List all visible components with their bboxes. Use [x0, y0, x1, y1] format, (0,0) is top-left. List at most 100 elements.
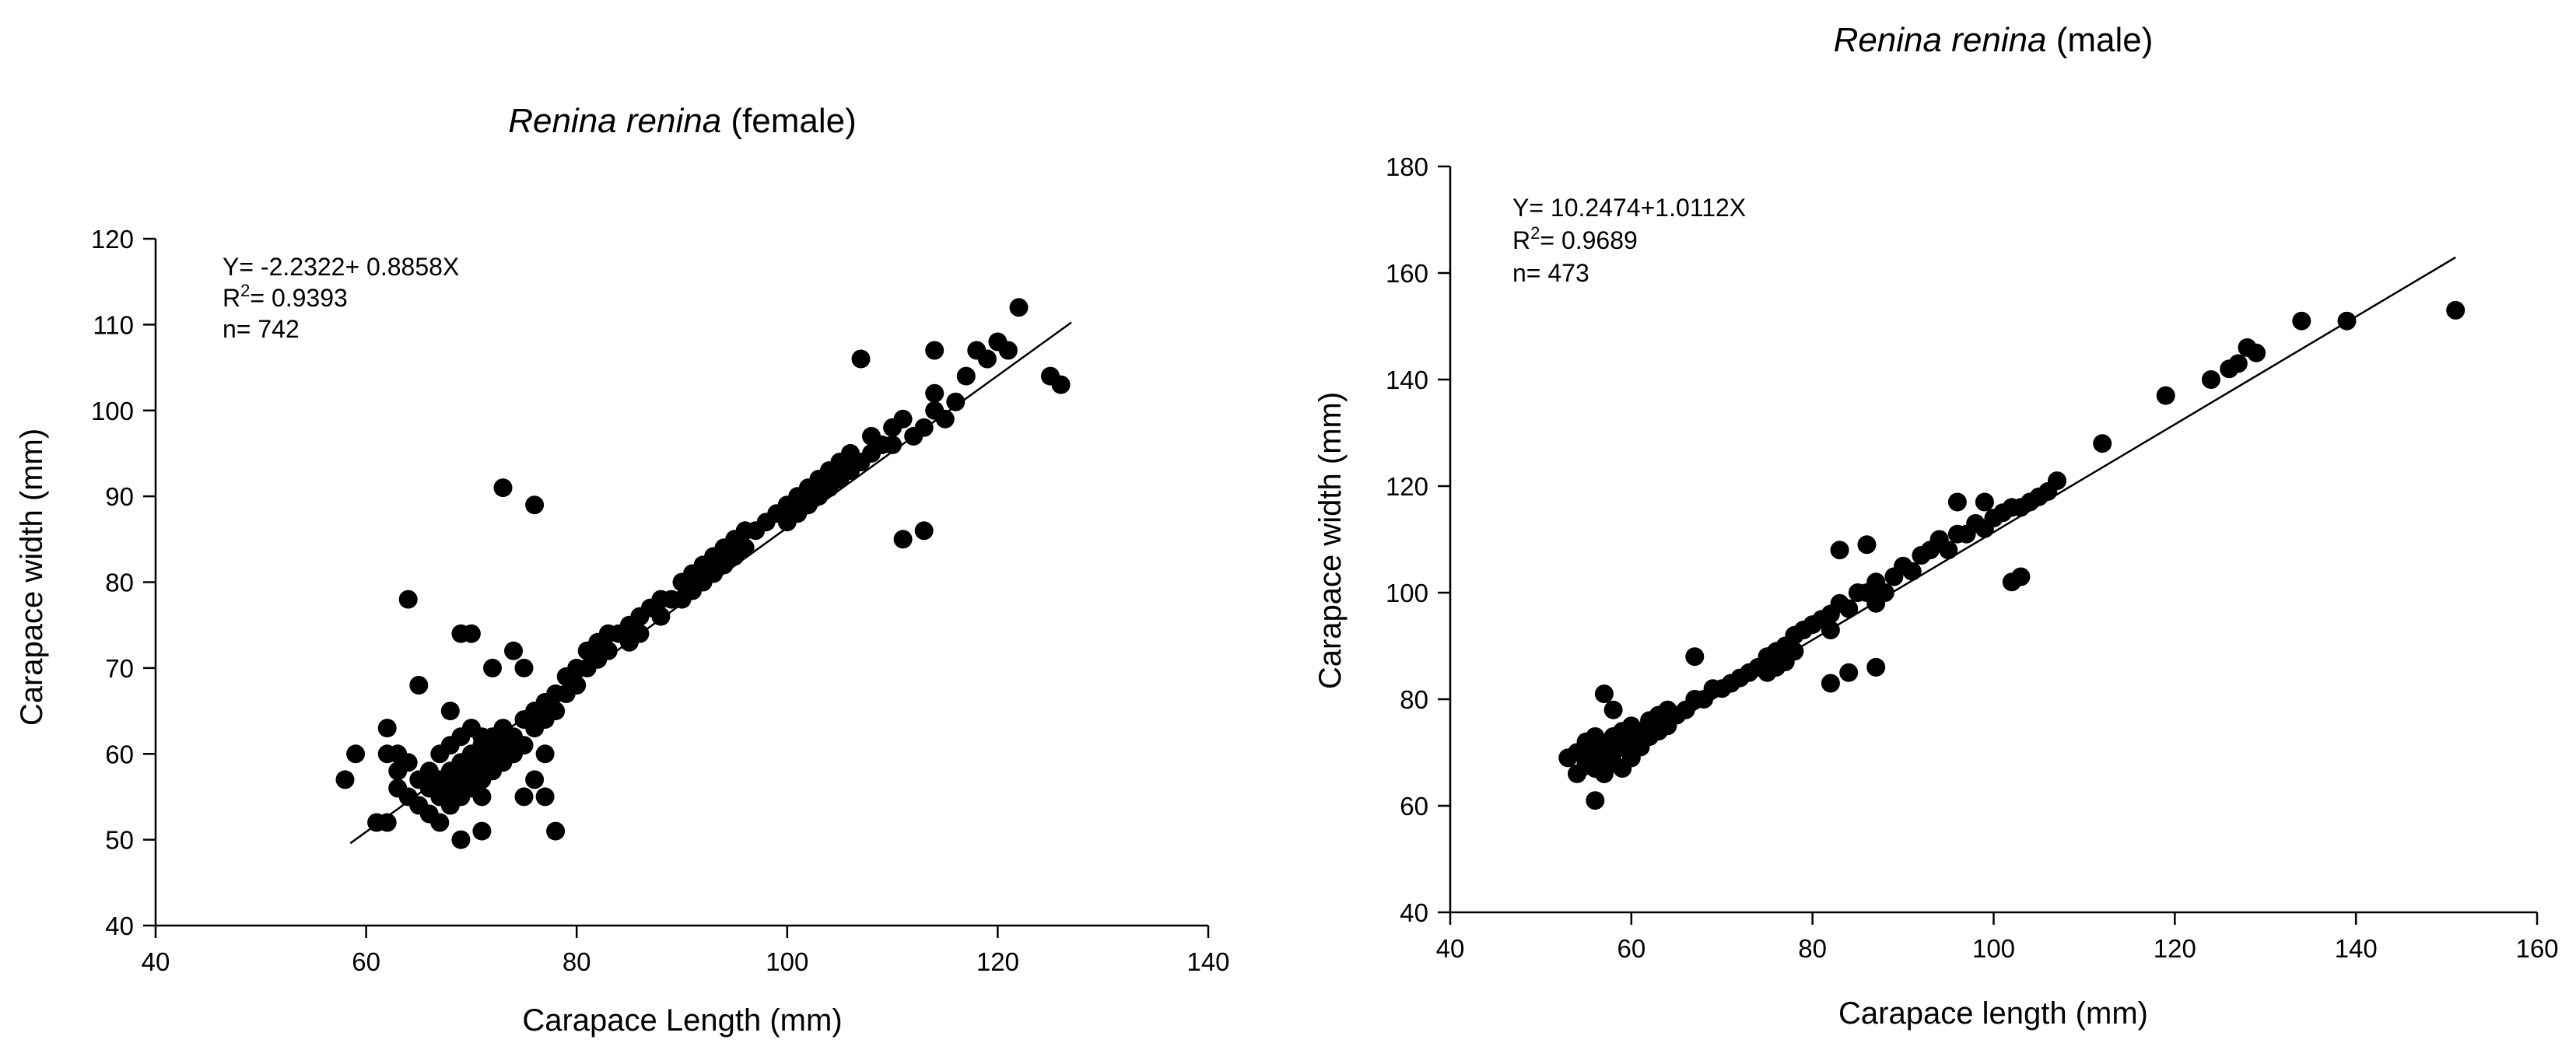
chart-female: Renina renina (female) Y= -2.2322+ 0.885… — [15, 102, 1230, 1038]
x-tick-label: 100 — [766, 947, 808, 976]
data-point — [388, 744, 408, 764]
data-point — [461, 624, 481, 643]
x-tick-label: 40 — [142, 947, 170, 976]
chart-female-n: n= 742 — [223, 315, 300, 343]
y-tick-label: 100 — [91, 397, 134, 425]
chart-male-title: Renina renina (male) — [1834, 21, 2154, 59]
x-tick-label: 80 — [563, 947, 591, 976]
data-point — [377, 719, 397, 738]
chart-male: Renina renina (male) Y= 10.2474+1.0112X … — [1313, 21, 2559, 1031]
y-tick-label: 90 — [105, 482, 134, 511]
data-point — [430, 813, 450, 832]
data-point — [1603, 700, 1623, 719]
data-point — [893, 409, 913, 429]
y-tick-label: 60 — [1400, 792, 1428, 821]
y-tick-label: 140 — [1386, 366, 1428, 394]
y-tick-label: 110 — [93, 310, 134, 339]
data-point — [546, 702, 566, 721]
data-point — [525, 495, 545, 515]
data-point — [2201, 370, 2220, 389]
data-point — [535, 744, 555, 764]
data-point — [1839, 663, 1859, 682]
chart-male-n: n= 473 — [1512, 259, 1589, 287]
regression-line — [1576, 256, 2456, 781]
chart-male-r-squared: R2= 0.9689 — [1512, 223, 1638, 254]
data-point — [2156, 386, 2175, 405]
data-point — [1051, 375, 1071, 394]
data-point — [1857, 535, 1877, 555]
chart-male-equation: Y= 10.2474+1.0112X — [1512, 194, 1746, 222]
data-point — [925, 383, 945, 403]
data-point — [567, 676, 587, 695]
x-tick-label: 60 — [352, 947, 380, 976]
data-point — [1839, 599, 1859, 618]
data-point — [1866, 593, 1886, 613]
data-point — [483, 658, 502, 677]
data-point — [1975, 492, 1994, 512]
chart-female-equation: Y= -2.2322+ 0.8858X — [223, 253, 459, 281]
x-tick-label: 120 — [976, 947, 1019, 976]
regression-line — [349, 321, 1072, 845]
y-tick-label: 70 — [105, 654, 134, 683]
data-point — [377, 813, 397, 832]
data-point — [514, 736, 534, 755]
chart-female-xlabel: Carapace Length (mm) — [522, 1003, 842, 1038]
chart-female-title: Renina renina (female) — [508, 102, 857, 140]
data-point — [514, 787, 534, 807]
data-point — [977, 349, 997, 369]
y-tick-label: 40 — [1400, 898, 1428, 927]
y-tick-label: 50 — [105, 826, 134, 855]
x-tick-label: 100 — [1972, 934, 2015, 963]
data-point — [2093, 434, 2112, 453]
data-point — [493, 744, 513, 764]
data-point — [398, 590, 418, 609]
x-tick-label: 60 — [1617, 934, 1645, 963]
data-point — [998, 341, 1018, 360]
data-point — [735, 538, 755, 558]
y-tick-label: 60 — [105, 740, 134, 768]
data-point — [851, 349, 871, 369]
data-point — [472, 787, 492, 807]
data-point — [472, 821, 492, 841]
data-point — [925, 341, 945, 360]
data-point — [504, 641, 523, 660]
data-point — [525, 770, 545, 789]
data-point — [514, 658, 534, 677]
chart-female-plot-area: 40 60 80 100 120 140 40 50 60 70 80 90 100 110 120 — [91, 225, 1230, 976]
data-point — [1939, 541, 1958, 560]
data-point — [1947, 492, 1967, 512]
y-tick-label: 160 — [1386, 259, 1428, 288]
data-point — [893, 530, 913, 549]
data-point — [1594, 684, 1614, 704]
data-point — [1009, 298, 1029, 317]
data-point — [346, 744, 366, 764]
x-tick-label: 120 — [2154, 934, 2196, 963]
chart-female-r-squared: R2= 0.9393 — [223, 281, 348, 312]
data-point — [472, 727, 492, 747]
data-point — [535, 787, 555, 807]
data-point — [493, 478, 513, 498]
data-point — [2048, 471, 2066, 491]
data-point — [440, 702, 460, 721]
data-point — [946, 392, 966, 411]
chart-male-xlabel: Carapace length (mm) — [1838, 996, 2148, 1031]
data-point — [1586, 791, 1605, 810]
y-tick-label: 100 — [1386, 579, 1428, 607]
data-point — [2228, 354, 2248, 373]
data-point — [2446, 300, 2466, 320]
data-point — [1902, 562, 1922, 581]
chart-female-ylabel: Carapace width (mm) — [15, 429, 49, 726]
data-point — [546, 821, 566, 841]
x-tick-label: 160 — [2515, 934, 2558, 963]
x-tick-label: 140 — [2335, 934, 2378, 963]
data-point — [2292, 311, 2311, 331]
data-point — [914, 521, 934, 541]
data-point — [335, 770, 355, 789]
data-point — [1821, 674, 1840, 693]
data-point — [956, 366, 976, 386]
chart-female-annotations: Y= -2.2322+ 0.8858X R2= 0.9393 n= 742 — [223, 253, 459, 343]
data-point — [1685, 647, 1705, 667]
x-tick-label: 80 — [1798, 934, 1827, 963]
data-point — [1866, 657, 1886, 677]
